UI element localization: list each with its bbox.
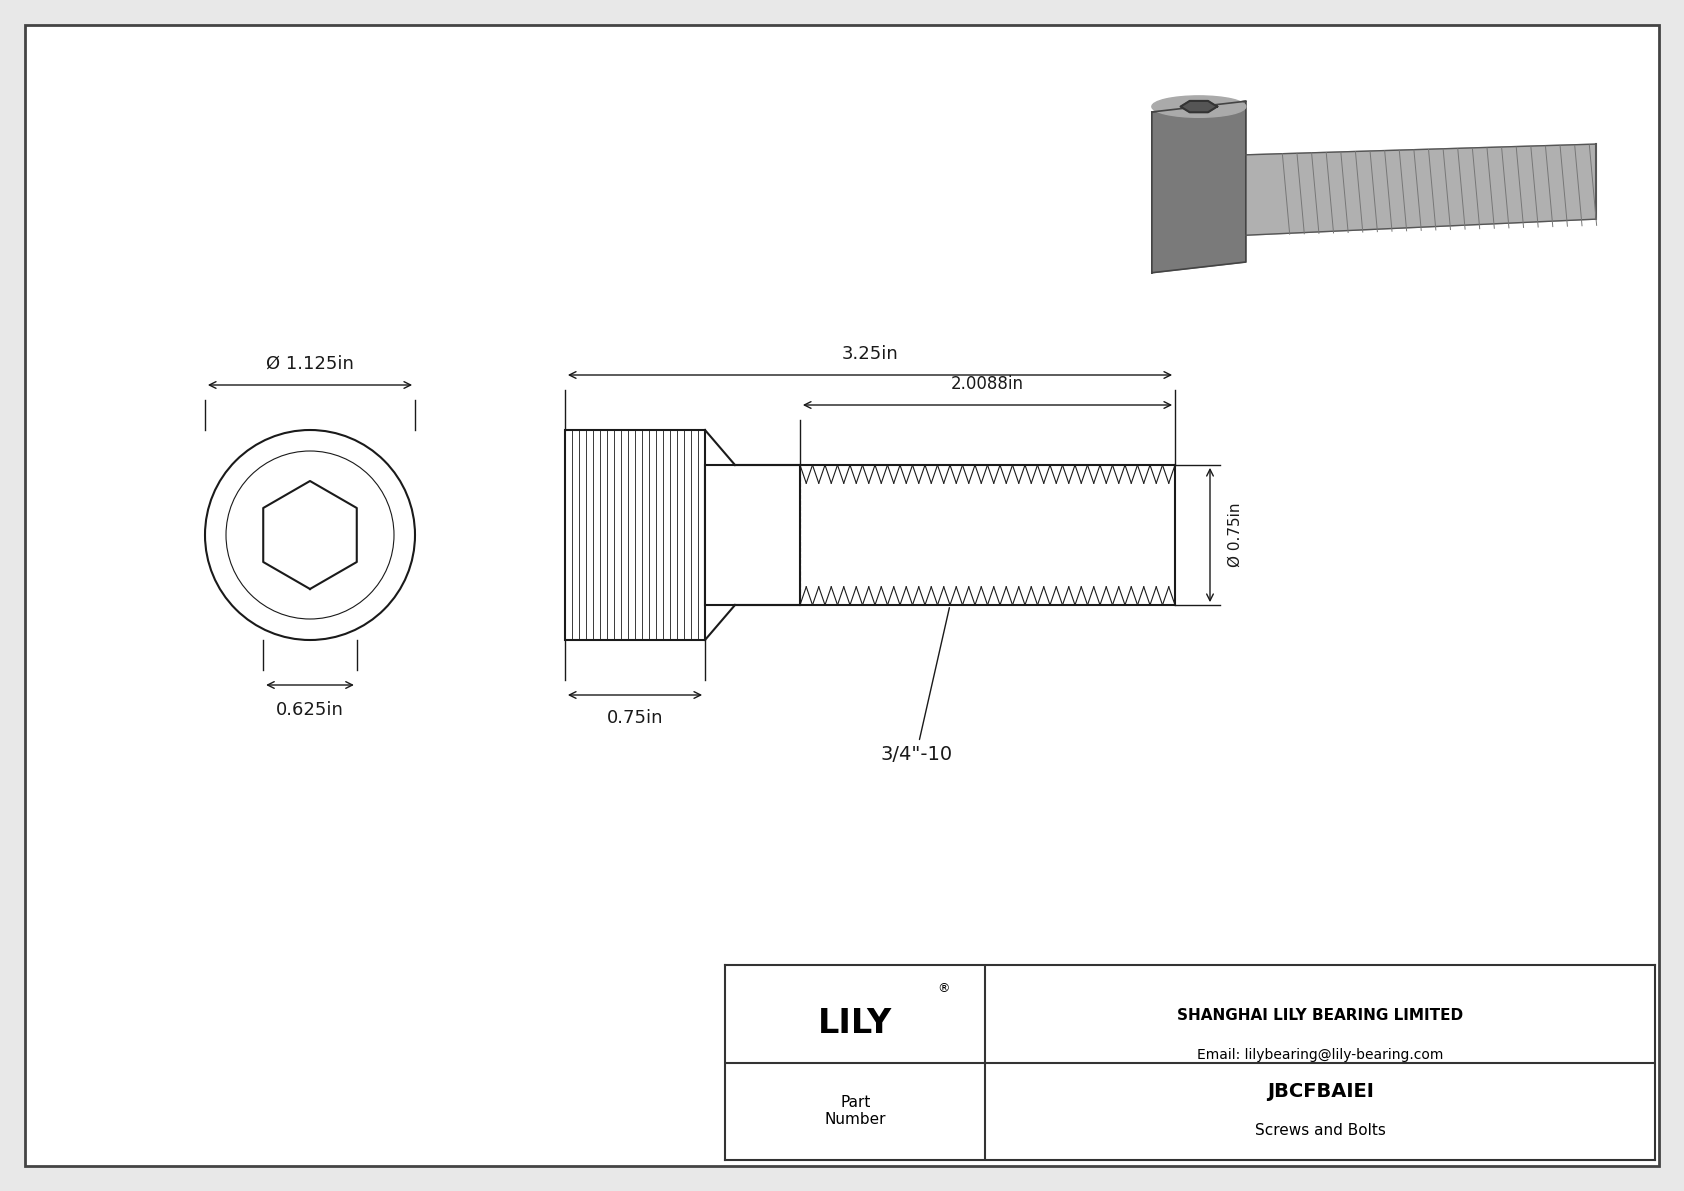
Bar bbox=[566, 430, 706, 640]
Text: 3.25in: 3.25in bbox=[842, 345, 898, 363]
Text: LILY: LILY bbox=[818, 1008, 893, 1040]
Text: SHANGHAI LILY BEARING LIMITED: SHANGHAI LILY BEARING LIMITED bbox=[1177, 1009, 1463, 1023]
Text: Part
Number: Part Number bbox=[825, 1095, 886, 1128]
Text: 0.625in: 0.625in bbox=[276, 701, 344, 719]
Ellipse shape bbox=[1152, 96, 1246, 118]
Text: 0.75in: 0.75in bbox=[606, 709, 663, 727]
Text: 3/4"-10: 3/4"-10 bbox=[881, 607, 951, 763]
Text: Email: lilybearing@lily-bearing.com: Email: lilybearing@lily-bearing.com bbox=[1197, 1048, 1443, 1061]
Bar bbox=[706, 464, 800, 605]
Text: ®: ® bbox=[938, 981, 950, 994]
Text: Ø 1.125in: Ø 1.125in bbox=[266, 355, 354, 373]
Text: 2.0088in: 2.0088in bbox=[951, 375, 1024, 393]
Polygon shape bbox=[1180, 101, 1218, 112]
Polygon shape bbox=[1246, 144, 1596, 236]
Text: Ø 0.75in: Ø 0.75in bbox=[1228, 503, 1243, 567]
Text: Screws and Bolts: Screws and Bolts bbox=[1255, 1123, 1386, 1139]
Text: JBCFBAIEI: JBCFBAIEI bbox=[1266, 1083, 1374, 1102]
Polygon shape bbox=[1152, 101, 1246, 273]
